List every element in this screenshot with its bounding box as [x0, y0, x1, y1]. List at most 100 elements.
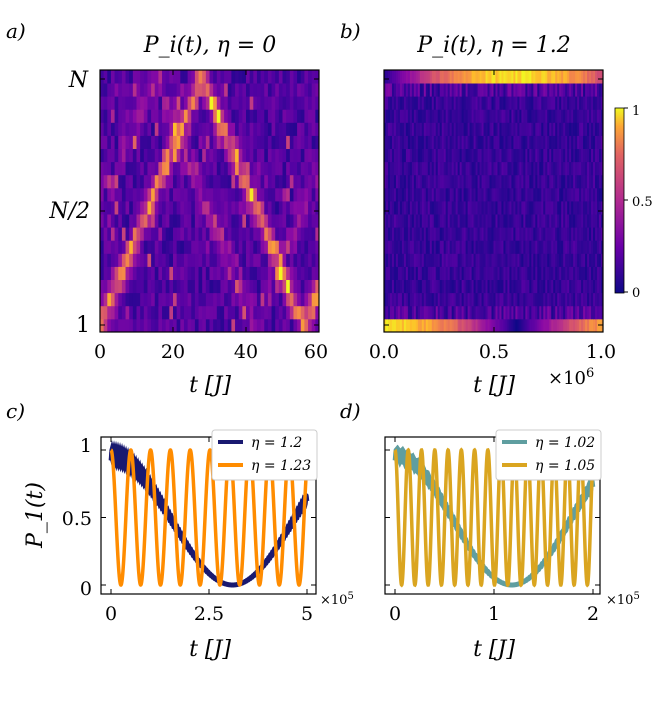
heatmap-b-cell [443, 253, 447, 267]
heatmap-b-cell [491, 279, 494, 294]
heatmap-b-cell [417, 201, 421, 215]
heatmap-a-cell [231, 174, 236, 189]
heatmap-a-cell [220, 266, 225, 280]
heatmap-b-cell [577, 96, 580, 110]
heatmap-a-cell [202, 135, 207, 149]
heatmap-b-cell [449, 227, 453, 241]
heatmap-b-cell [551, 148, 554, 163]
heatmap-b-cell [401, 70, 405, 84]
heatmap-a-cell [271, 318, 276, 332]
heatmap-b-cell [417, 70, 421, 84]
heatmap-b-cell [515, 148, 518, 163]
heatmap-b-cell [599, 305, 602, 320]
heatmap-b-cell [525, 279, 528, 294]
heatmap-b-cell [433, 135, 437, 149]
heatmap-a-cell [289, 266, 294, 280]
heatmap-a-cell [304, 240, 309, 254]
heatmap-b-cell [407, 305, 411, 320]
heatmap-b-cell [565, 122, 568, 136]
heatmap-a-cell [224, 83, 229, 97]
heatmap-b-cell [417, 161, 421, 176]
heatmap-b-cell [465, 135, 469, 149]
heatmap-a-cell [213, 96, 218, 110]
heatmap-b-cell [427, 96, 431, 110]
heatmap-b-cell [507, 318, 510, 332]
heatmap-b-cell [517, 279, 520, 294]
heatmap-b-cell [503, 187, 506, 202]
heatmap-b-cell [441, 214, 445, 228]
heatmap-a-cell [183, 83, 188, 97]
heatmap-b-cell [561, 135, 564, 149]
heatmap-a-cell [191, 109, 196, 123]
heatmap-b-cell [431, 201, 435, 215]
heatmap-b-cell [419, 109, 423, 123]
heatmap-a-cell [162, 305, 167, 320]
heatmap-a-cell [147, 135, 152, 149]
heatmap-a-cell [103, 253, 108, 267]
heatmap-b-cell [449, 83, 453, 97]
heatmap-a-cell [143, 214, 148, 228]
heatmap-b-cell [409, 109, 413, 123]
heatmap-b-cell [531, 83, 534, 97]
heatmap-a-cell [209, 187, 214, 202]
heatmap-a-cell [151, 135, 156, 149]
heatmap-a-cell [205, 292, 210, 307]
heatmap-b-cell [521, 109, 524, 123]
heatmap-b-cell [533, 83, 536, 97]
heatmap-b-cell [449, 109, 453, 123]
heatmap-b-cell [403, 122, 407, 136]
heatmap-a-cell [143, 187, 148, 202]
heatmap-b-cell [591, 161, 594, 176]
heatmap-a-cell [231, 96, 236, 110]
heatmap-b-cell [597, 109, 600, 123]
heatmap-b-cell [579, 253, 582, 267]
heatmap-a-cell [311, 318, 316, 332]
heatmap-a-cell [110, 109, 115, 123]
heatmap-a-cell [176, 201, 181, 215]
heatmap-a-cell [231, 253, 236, 267]
heatmap-a-cell [114, 214, 119, 228]
heatmap-b-cell [593, 148, 596, 163]
heatmap-b-cell [395, 83, 399, 97]
heatmap-b-cell [397, 201, 401, 215]
heatmap-b-cell [447, 266, 451, 280]
heatmap-a-cell [187, 292, 192, 307]
heatmap-a-cell [162, 96, 167, 110]
heatmap-b-cell [409, 83, 413, 97]
heatmap-a-cell [147, 240, 152, 254]
heatmap-b-cell [581, 174, 584, 189]
heatmap-b-cell [385, 187, 389, 202]
heatmap-a-cell [209, 305, 214, 320]
heatmap-b-cell [541, 174, 544, 189]
heatmap-a-cell [132, 174, 137, 189]
heatmap-b-cell [495, 122, 498, 136]
heatmap-b-cell [479, 70, 482, 84]
heatmap-a-cell [114, 318, 119, 332]
heatmap-b-cell [519, 292, 522, 307]
heatmap-b-cell [483, 292, 486, 307]
heatmap-b-cell [549, 266, 552, 280]
heatmap-b-cell [543, 253, 546, 267]
heatmap-a-cell [187, 214, 192, 228]
heatmap-a-cell [253, 135, 258, 149]
heatmap-b-cell [449, 122, 453, 136]
heatmap-b-cell [541, 70, 544, 84]
heatmap-b-cell [571, 240, 574, 254]
heatmap-a-cell [140, 214, 145, 228]
heatmap-a-cell [173, 305, 178, 320]
heatmap-b-cell [555, 305, 558, 320]
heatmap-b-cell [387, 70, 391, 84]
heatmap-a-cell [169, 279, 174, 294]
heatmap-b-cell [435, 83, 439, 97]
heatmap-a-cell [151, 318, 156, 332]
heatmap-b-cell [587, 187, 590, 202]
heatmap-a-cell [315, 292, 319, 307]
heatmap-b-cell [507, 161, 510, 176]
heatmap-a-cell [256, 253, 261, 267]
heatmap-b-cell [497, 305, 500, 320]
heatmap-b-cell [593, 83, 596, 97]
heatmap-a-cell [194, 266, 199, 280]
heatmap-b-cell [393, 135, 397, 149]
heatmap-b-cell [471, 279, 474, 294]
heatmap-b-cell [391, 161, 395, 176]
